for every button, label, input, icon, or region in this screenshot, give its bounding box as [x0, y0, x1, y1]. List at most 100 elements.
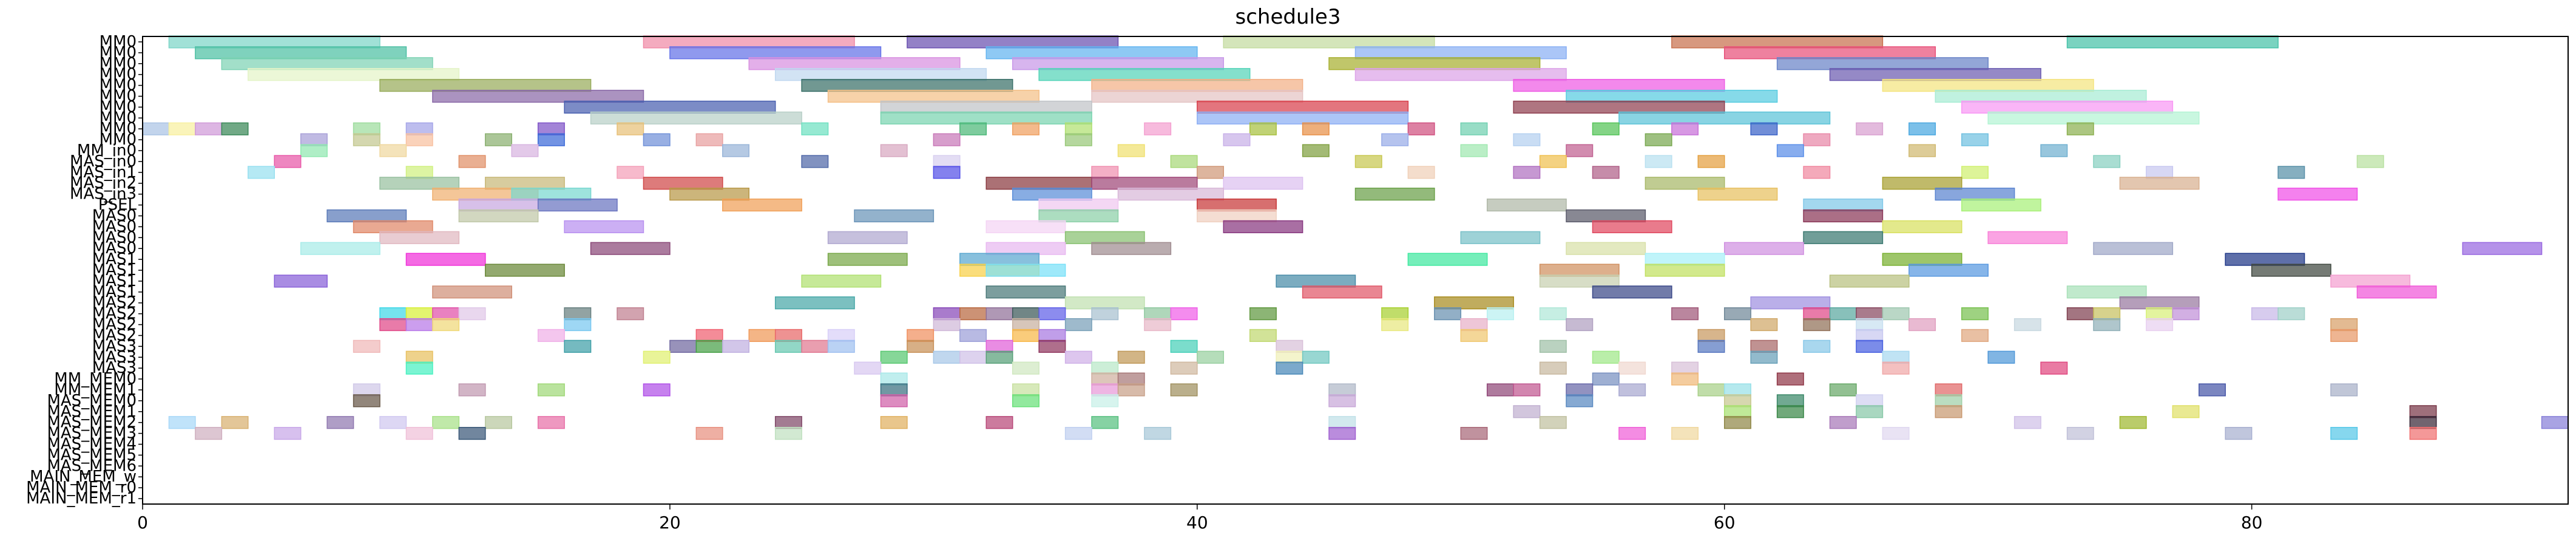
task-bar: [353, 220, 433, 233]
task-bar: [353, 339, 380, 353]
task-bar: [774, 296, 855, 310]
task-bar: [485, 133, 512, 146]
task-bar: [1645, 133, 1672, 146]
task-bar: [1249, 122, 1277, 135]
task-bar: [933, 166, 961, 179]
task-bar: [1302, 350, 1330, 364]
task-bar: [1144, 122, 1172, 135]
y-tick-label: MM0: [100, 55, 137, 73]
task-bar: [1671, 361, 1699, 375]
task-bar: [300, 133, 328, 146]
task-bar: [353, 133, 380, 146]
task-bar: [1803, 307, 1831, 321]
task-bar: [801, 122, 829, 135]
task-bar: [1117, 350, 1145, 364]
task-bar: [1434, 307, 1462, 321]
task-bar: [1460, 318, 1488, 332]
task-bar: [1091, 416, 1119, 429]
task-bar: [1935, 89, 2147, 103]
task-bar: [221, 416, 249, 429]
task-bar: [564, 220, 644, 233]
task-bar: [2013, 416, 2041, 429]
task-bar: [2277, 188, 2358, 201]
task-bar: [379, 416, 407, 429]
task-bar: [1091, 177, 1198, 190]
task-bar: [1856, 329, 1884, 343]
task-bar: [748, 329, 776, 343]
task-bar: [405, 427, 433, 440]
task-bar: [1539, 307, 1567, 321]
task-bar: [1935, 405, 1962, 418]
task-bar: [959, 350, 987, 364]
task-bar: [2409, 405, 2437, 418]
task-bar: [933, 155, 961, 168]
task-bar: [1776, 372, 1804, 386]
task-bar: [1091, 307, 1119, 321]
task-bar: [1328, 394, 1356, 407]
task-bar: [2409, 416, 2437, 429]
task-bar: [1935, 383, 1962, 397]
chart-title: schedule3: [1235, 5, 1341, 29]
task-bar: [1618, 383, 1646, 397]
task-bar: [2040, 144, 2068, 157]
y-tick-label: MAS_MEM4: [47, 435, 137, 454]
task-bar: [907, 329, 935, 343]
task-bar: [1566, 394, 1594, 407]
task-bar: [2146, 166, 2174, 179]
task-bar: [959, 253, 1040, 266]
task-bar: [379, 318, 407, 332]
task-bar: [1381, 318, 1409, 332]
task-bar: [1856, 318, 1884, 332]
y-tick-label: MAS_MEM1: [47, 403, 137, 421]
task-bar: [221, 57, 433, 70]
task-bar: [1908, 144, 1936, 157]
y-tick-label: MAS_MEM0: [47, 392, 137, 410]
task-bar: [379, 231, 460, 244]
task-bar: [1328, 416, 1356, 429]
task-bar: [1223, 35, 1435, 49]
task-bar: [1513, 166, 1541, 179]
task-bar: [880, 383, 908, 397]
task-bar: [1856, 394, 1884, 407]
y-tick-label: MM0: [100, 131, 137, 149]
task-bar: [2093, 242, 2174, 255]
task-bar: [2330, 318, 2358, 332]
task-bar: [1486, 383, 1514, 397]
task-bar: [1882, 350, 1910, 364]
task-bar: [2066, 427, 2094, 440]
task-bar: [1776, 57, 1989, 70]
task-bar: [1566, 242, 1646, 255]
task-bar: [1460, 231, 1541, 244]
y-tick-label: MAS_in3: [70, 185, 137, 203]
task-bar: [1091, 242, 1172, 255]
task-bar: [985, 307, 1013, 321]
task-bar: [801, 339, 829, 353]
task-bar: [1117, 372, 1145, 386]
task-bar: [1460, 329, 1488, 343]
task-bar: [1645, 264, 1725, 277]
task-bar: [1803, 198, 1884, 212]
task-bar: [353, 394, 380, 407]
task-bar: [1803, 318, 1831, 332]
task-bar: [1566, 89, 1778, 103]
task-bar: [2330, 329, 2358, 343]
task-bar: [722, 198, 802, 212]
task-bar: [854, 209, 935, 223]
y-tick-label: MM0: [100, 87, 137, 105]
task-bar: [168, 416, 196, 429]
task-bar: [1513, 100, 1725, 114]
task-bar: [695, 133, 723, 146]
task-bar: [1091, 78, 1303, 92]
task-bar: [511, 188, 592, 201]
task-bar: [2172, 405, 2200, 418]
task-bar: [1539, 155, 1567, 168]
task-bar: [1723, 307, 1751, 321]
task-bar: [1197, 111, 1409, 124]
task-bar: [1697, 329, 1725, 343]
task-bar: [1723, 242, 1804, 255]
task-bar: [1803, 339, 1831, 353]
task-bar: [1249, 307, 1277, 321]
task-bar: [1354, 155, 1382, 168]
task-bar: [432, 89, 644, 103]
task-bar: [880, 350, 908, 364]
